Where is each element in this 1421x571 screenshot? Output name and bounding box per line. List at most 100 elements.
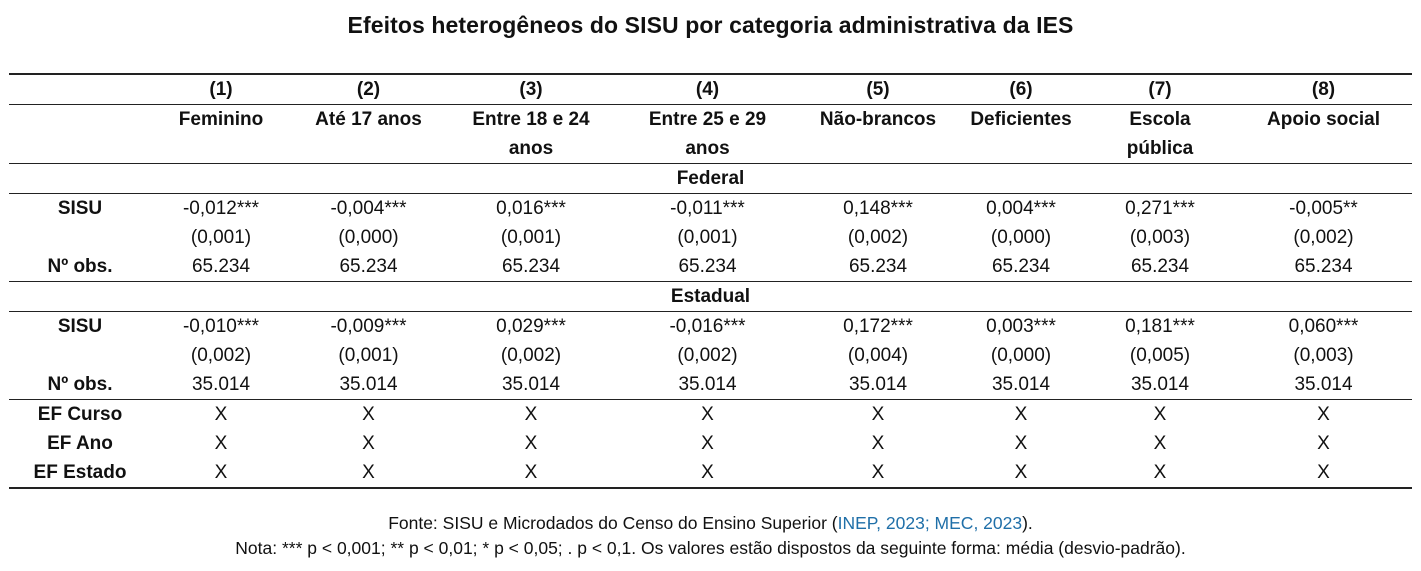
std-error-cell: (0,002) xyxy=(1293,227,1354,248)
row-label: Nº obs. xyxy=(47,374,113,395)
column-name: Não-brancos xyxy=(799,104,957,134)
fe-mark: X xyxy=(1235,399,1412,429)
column-number: (3) xyxy=(446,73,616,105)
column-name-line2 xyxy=(1235,134,1412,164)
column-number: (1) xyxy=(151,73,291,105)
estimate-cell: -0,016*** xyxy=(616,311,799,341)
fe-mark: X xyxy=(151,458,291,489)
table-row-ef-ano: EF Ano X X X X X X X X xyxy=(9,429,1412,458)
fe-mark: X xyxy=(446,458,616,489)
obs-cell: 35.014 xyxy=(678,374,737,395)
header-corner xyxy=(9,104,151,134)
column-name: Escola xyxy=(1085,104,1235,134)
fe-mark: X xyxy=(1153,433,1167,454)
significance-note: Nota: *** p < 0,001; ** p < 0,01; * p < … xyxy=(235,538,1186,558)
estimate-cell: -0,010*** xyxy=(151,311,291,341)
section-row-estadual: Estadual xyxy=(9,281,1412,312)
estimate-cell: 0,029*** xyxy=(446,311,616,341)
std-error-cell: (0,003) xyxy=(1293,345,1354,366)
row-label-empty xyxy=(9,223,151,252)
fe-mark: X xyxy=(799,399,957,429)
fe-mark: X xyxy=(1085,458,1235,489)
column-name-line2: anos xyxy=(508,138,554,159)
obs-cell: 35.014 xyxy=(848,374,908,395)
obs-cell: 65.234 xyxy=(678,256,737,277)
column-name-row-continued: anos anos pública xyxy=(9,134,1412,164)
estimate-cell: -0,012*** xyxy=(151,193,291,223)
source-suffix: ). xyxy=(1022,513,1033,533)
estimate-cell: -0,004*** xyxy=(291,193,446,223)
column-number: (5) xyxy=(799,73,957,105)
header-corner xyxy=(9,134,151,164)
table-row-federal-sisu: SISU -0,012*** -0,004*** 0,016*** -0,011… xyxy=(9,193,1412,223)
fe-mark: X xyxy=(701,433,714,454)
std-error-cell: (0,002) xyxy=(500,345,562,366)
std-error-cell: (0,000) xyxy=(990,227,1052,248)
obs-cell: 35.014 xyxy=(191,374,251,395)
table-row-ef-curso: EF Curso X X X X X X X X xyxy=(9,399,1412,429)
fe-mark: X xyxy=(1235,458,1412,489)
column-name-line2 xyxy=(151,134,291,164)
fe-mark: X xyxy=(291,399,446,429)
column-name-line2: anos xyxy=(685,138,730,159)
column-number: (8) xyxy=(1235,73,1412,105)
row-label: SISU xyxy=(9,193,151,223)
table-row-estadual-obs: Nº obs. 35.014 35.014 35.014 35.014 35.0… xyxy=(9,370,1412,400)
estimate-cell: -0,011*** xyxy=(616,193,799,223)
table-title: Efeitos heterogêneos do SISU por categor… xyxy=(347,12,1074,38)
obs-cell: 65.234 xyxy=(501,256,561,277)
obs-cell: 65.234 xyxy=(339,256,398,277)
source-citation-link[interactable]: INEP, 2023; MEC, 2023 xyxy=(837,513,1023,533)
std-error-cell: (0,001) xyxy=(190,227,252,248)
fe-mark: X xyxy=(151,399,291,429)
estimate-cell: 0,004*** xyxy=(957,193,1085,223)
estimate-cell: 0,271*** xyxy=(1085,193,1235,223)
fe-mark: X xyxy=(1014,433,1028,454)
std-error-cell: (0,000) xyxy=(338,227,399,248)
column-name-line2 xyxy=(799,134,957,164)
column-number-row: (1) (2) (3) (4) (5) (6) (7) (8) xyxy=(9,73,1412,105)
source-note: Fonte: SISU e Microdados do Censo do Ens… xyxy=(0,513,1421,534)
column-name-line2 xyxy=(957,134,1085,164)
column-name: Entre 18 e 24 xyxy=(446,104,616,134)
section-label-estadual: Estadual xyxy=(9,281,1412,312)
fe-mark: X xyxy=(524,433,538,454)
fe-mark: X xyxy=(957,399,1085,429)
fe-mark: X xyxy=(616,399,799,429)
obs-cell: 65.234 xyxy=(1130,256,1190,277)
estimate-cell: 0,181*** xyxy=(1085,311,1235,341)
table-row-estadual-sisu: SISU -0,010*** -0,009*** 0,029*** -0,016… xyxy=(9,311,1412,341)
fe-mark: X xyxy=(799,458,957,489)
obs-cell: 65.234 xyxy=(1294,256,1353,277)
std-error-cell: (0,001) xyxy=(338,345,399,366)
fe-mark: X xyxy=(362,433,375,454)
table-row-ef-estado: EF Estado X X X X X X X X xyxy=(9,458,1412,489)
std-error-cell: (0,001) xyxy=(500,227,562,248)
fe-mark: X xyxy=(957,458,1085,489)
std-error-cell: (0,001) xyxy=(677,227,738,248)
estimate-cell: -0,005** xyxy=(1235,193,1412,223)
std-error-cell: (0,002) xyxy=(190,345,252,366)
obs-cell: 35.014 xyxy=(339,374,398,395)
fe-mark: X xyxy=(1085,399,1235,429)
fe-mark: X xyxy=(214,433,228,454)
obs-cell: 65.234 xyxy=(991,256,1051,277)
column-name: Entre 25 e 29 xyxy=(616,104,799,134)
obs-cell: 65.234 xyxy=(848,256,908,277)
table-row-federal-obs: Nº obs. 65.234 65.234 65.234 65.234 65.2… xyxy=(9,252,1412,282)
fe-mark: X xyxy=(1317,433,1330,454)
section-row-federal: Federal xyxy=(9,163,1412,194)
column-name: Apoio social xyxy=(1235,104,1412,134)
header-corner xyxy=(9,73,151,105)
std-error-cell: (0,004) xyxy=(847,345,909,366)
fe-mark: X xyxy=(446,399,616,429)
estimate-cell: 0,016*** xyxy=(446,193,616,223)
column-name: Até 17 anos xyxy=(291,104,446,134)
obs-cell: 35.014 xyxy=(991,374,1051,395)
row-label-empty xyxy=(9,341,151,370)
std-error-cell: (0,000) xyxy=(990,345,1052,366)
fe-mark: X xyxy=(616,458,799,489)
obs-cell: 35.014 xyxy=(501,374,561,395)
estimate-cell: -0,009*** xyxy=(291,311,446,341)
source-prefix: Fonte: SISU e Microdados do Censo do Ens… xyxy=(388,513,838,533)
